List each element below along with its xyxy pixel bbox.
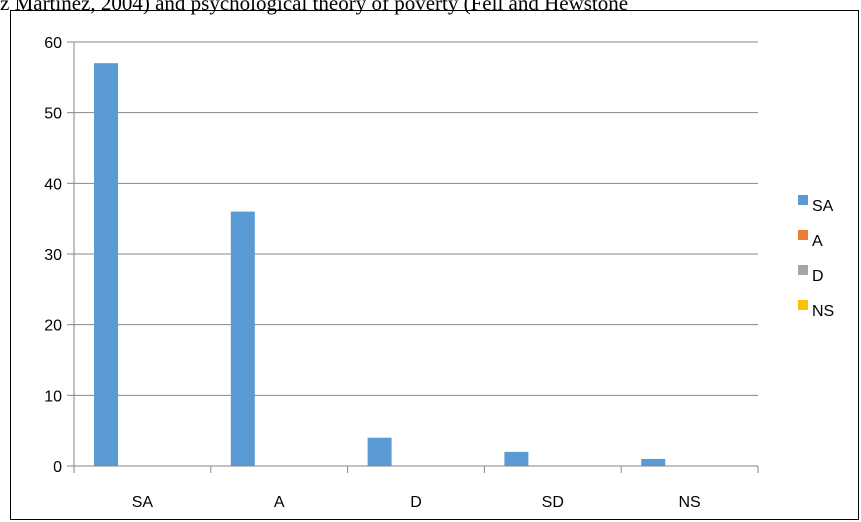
bar — [504, 451, 529, 466]
y-tick-label: 50 — [44, 106, 62, 123]
chart-frame — [10, 10, 859, 520]
y-tick-label: 20 — [44, 318, 62, 335]
legend-label: NS — [812, 303, 834, 320]
bar — [367, 437, 392, 466]
y-axis-tick-labels: 0 10 20 30 40 50 60 — [44, 35, 62, 476]
legend-swatch — [798, 230, 808, 240]
x-axis-tick-labels: SA A D SD NS — [132, 494, 701, 511]
bar — [230, 211, 255, 466]
legend: SA A D NS — [798, 195, 834, 320]
legend-swatch — [798, 300, 808, 310]
legend-label: A — [812, 233, 823, 250]
y-tick-label: 30 — [44, 247, 62, 264]
legend-swatch — [798, 265, 808, 275]
x-tick-label: SD — [542, 494, 564, 511]
x-axis — [73, 465, 759, 473]
bar — [94, 63, 118, 466]
header-text: z Martinez, 2004) and psychological theo… — [0, 0, 629, 15]
bars — [94, 63, 666, 466]
y-tick-label: 0 — [53, 459, 62, 476]
y-tick-label: 40 — [44, 176, 62, 193]
gridlines — [67, 41, 758, 467]
legend-label: D — [812, 268, 824, 285]
legend-label: SA — [812, 198, 834, 215]
y-tick-label: 10 — [44, 388, 62, 405]
x-tick-label: SA — [132, 494, 154, 511]
legend-swatch — [798, 195, 808, 205]
x-tick-label: NS — [678, 494, 700, 511]
y-tick-label: 60 — [44, 35, 62, 52]
x-tick-label: A — [274, 494, 285, 511]
bar — [641, 458, 666, 466]
x-tick-label: D — [410, 494, 422, 511]
